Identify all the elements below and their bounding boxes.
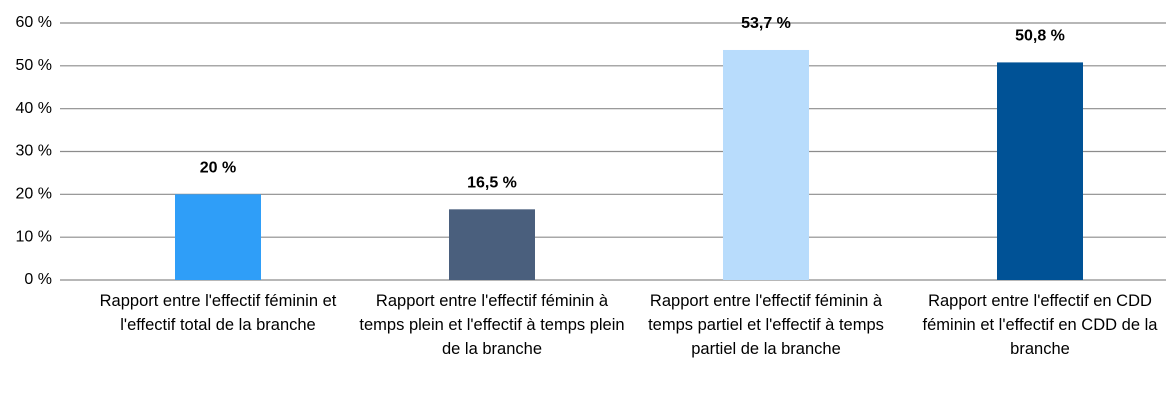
y-tick-label: 60 % [16,14,52,31]
x-tick-label: Rapport entre l'effectif en CDD féminin … [922,292,1158,358]
y-tick-label: 30 % [16,143,52,160]
value-label: 16,5 % [467,175,517,192]
value-label: 50,8 % [1015,28,1065,45]
bar [175,194,261,280]
bar [723,49,809,280]
x-tick-label: Rapport entre l'effectif féminin à temps… [648,292,884,358]
value-label: 53,7 % [741,15,791,32]
y-tick-label: 40 % [16,100,52,117]
x-tick-label: Rapport entre l'effectif féminin à temps… [359,292,625,358]
y-tick-label: 10 % [16,228,52,245]
y-tick-label: 0 % [24,271,52,288]
y-tick-label: 50 % [16,57,52,74]
value-label: 20 % [200,160,236,177]
x-tick-label: Rapport entre l'effectif féminin et l'ef… [99,292,337,334]
bar [997,62,1083,281]
y-tick-label: 20 % [16,186,52,203]
bar [449,209,535,280]
